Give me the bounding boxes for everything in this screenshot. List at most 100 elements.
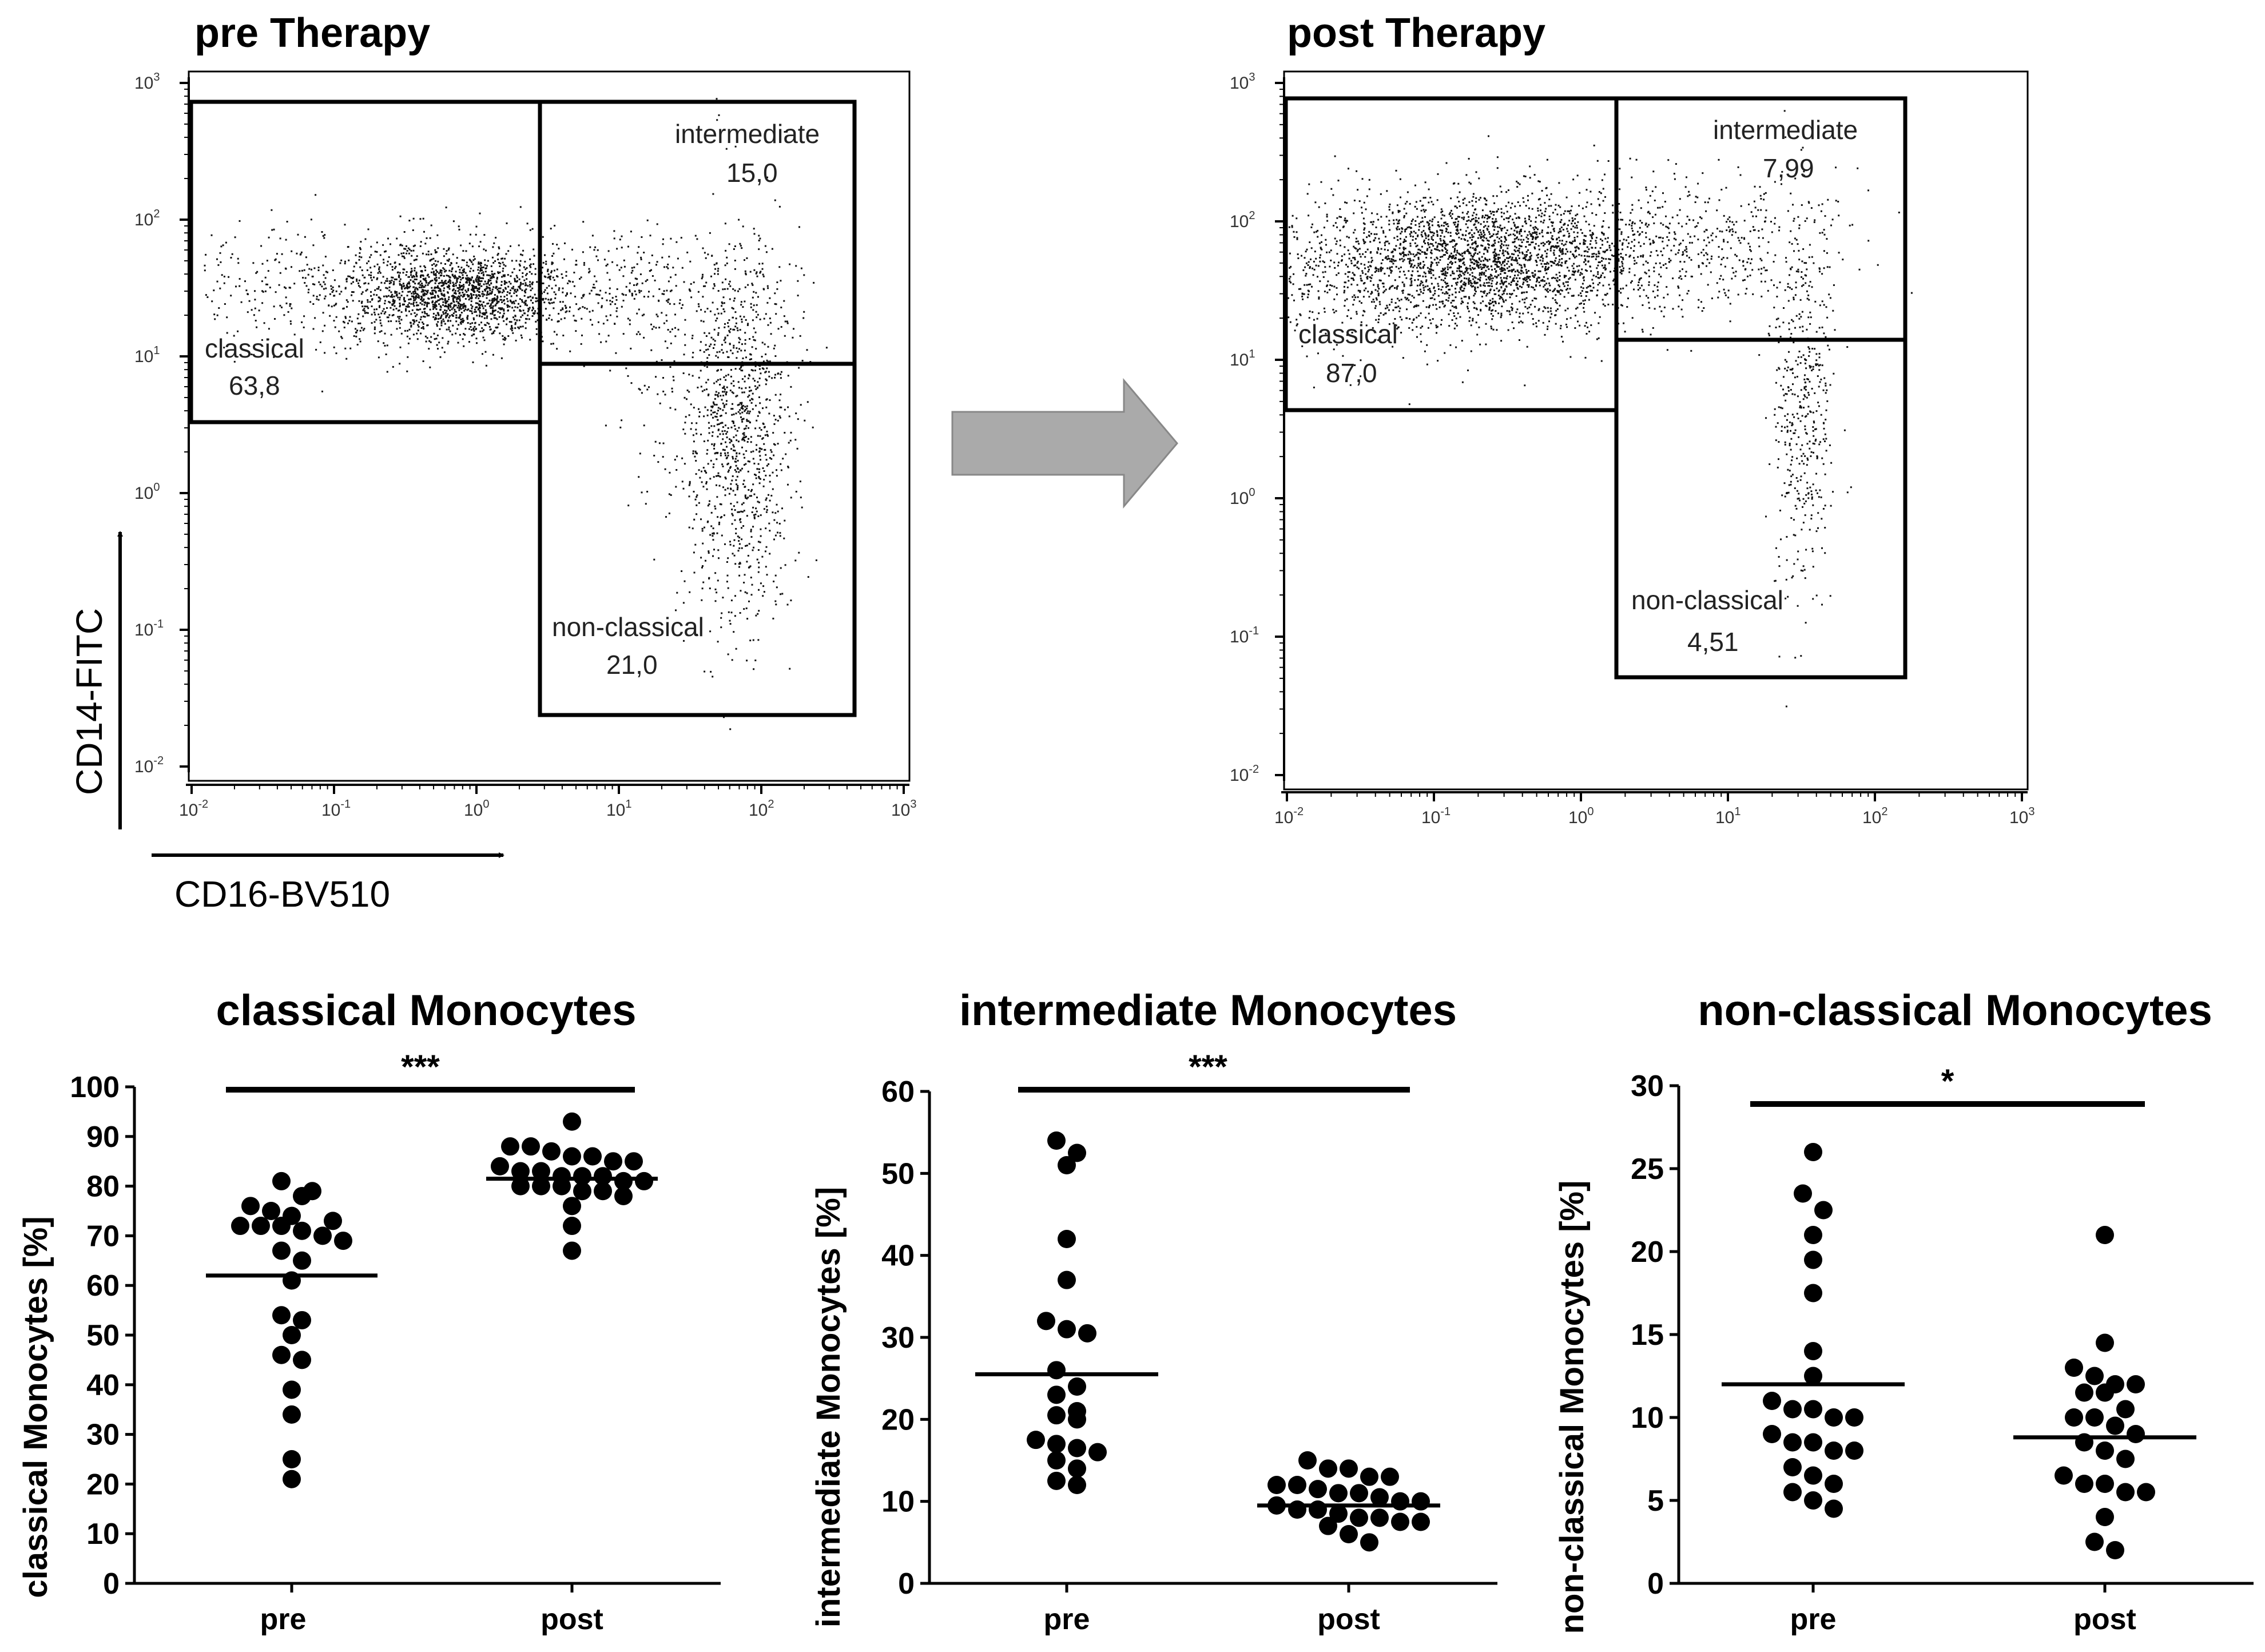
data-point-pre xyxy=(324,1212,342,1230)
y-tick-exponent: 0 xyxy=(1249,486,1255,499)
data-point-post xyxy=(542,1142,561,1161)
y-tick-label: 100 xyxy=(1230,486,1255,508)
y-tick-label: 101 xyxy=(1230,348,1255,370)
gate-value-intermediate-post: 7,99 xyxy=(1763,153,1814,183)
data-point-pre xyxy=(1804,1250,1822,1269)
gate-label-non-classical-post: non-classical xyxy=(1631,585,1783,615)
data-point-post xyxy=(1340,1459,1358,1478)
data-point-pre xyxy=(283,1326,301,1344)
flow-plot-frame-post xyxy=(1283,70,2029,791)
data-point-pre xyxy=(1058,1156,1076,1174)
data-point-post xyxy=(583,1147,602,1166)
dotplot-classical-ylabel: classical Monocytes [%] xyxy=(17,1216,54,1598)
x-tick-label: 101 xyxy=(1715,805,1741,827)
y-tick-exponent: 2 xyxy=(153,208,160,220)
data-point-post xyxy=(2065,1359,2083,1377)
data-point-post xyxy=(1412,1492,1430,1511)
flow-panel-pre: pre Therapy classical 63,8 intermediate … xyxy=(69,10,917,915)
dotplot-classical-xtick-post: post xyxy=(541,1603,603,1636)
x-tick-label: 10-2 xyxy=(179,798,208,820)
dotplot-non-classical: non-classical Monocytes non-classical Mo… xyxy=(1553,986,2254,1636)
data-point-post xyxy=(1329,1504,1348,1523)
data-point-post xyxy=(1340,1525,1358,1543)
data-point-pre xyxy=(1794,1184,1812,1203)
y-tick-label: 100 xyxy=(134,481,160,503)
gate-value-non-classical-pre: 21,0 xyxy=(606,650,658,680)
y-tick-label: 30 xyxy=(881,1321,915,1355)
dotplot-non-classical-xtick-post: post xyxy=(2073,1603,2136,1636)
y-tick-label: 60 xyxy=(881,1075,915,1109)
gate-non-classical-post xyxy=(1614,337,1908,680)
data-point-pre xyxy=(1804,1400,1822,1419)
y-tick-label: 0 xyxy=(898,1567,915,1601)
data-point-pre xyxy=(1058,1320,1076,1339)
data-point-pre xyxy=(334,1232,352,1250)
x-tick-exponent: 1 xyxy=(1734,805,1741,818)
data-point-post xyxy=(2055,1466,2073,1485)
flow-panel-pre-title: pre Therapy xyxy=(194,10,430,56)
data-point-post xyxy=(2096,1441,2114,1460)
y-tick-label: 40 xyxy=(86,1369,120,1402)
data-point-pre xyxy=(1047,1451,1066,1470)
data-point-post xyxy=(2085,1408,2104,1427)
data-point-post xyxy=(2075,1383,2093,1402)
y-tick-label: 50 xyxy=(86,1319,120,1352)
x-tick-label: 103 xyxy=(2009,805,2035,827)
data-point-post xyxy=(2096,1508,2114,1526)
gate-label-intermediate-pre: intermediate xyxy=(675,119,820,149)
data-point-post xyxy=(2116,1483,2135,1502)
data-point-post xyxy=(1350,1508,1368,1527)
data-point-post xyxy=(1381,1467,1399,1486)
y-tick-label: 101 xyxy=(134,344,160,366)
y-tick-label: 30 xyxy=(1631,1070,1664,1103)
dotplot-intermediate-significance: *** xyxy=(1189,1049,1227,1086)
x-tick-exponent: 3 xyxy=(2028,805,2034,818)
data-point-post xyxy=(501,1137,519,1156)
data-point-pre xyxy=(1845,1408,1863,1427)
data-point-pre xyxy=(1068,1377,1086,1396)
data-point-post xyxy=(2137,1483,2155,1502)
y-tick-exponent: -1 xyxy=(1249,625,1259,637)
data-point-pre xyxy=(1047,1131,1066,1150)
y-tick-exponent: 1 xyxy=(153,344,160,357)
data-point-post xyxy=(1319,1516,1337,1535)
data-point-pre xyxy=(1047,1435,1066,1454)
data-point-post xyxy=(511,1162,530,1181)
data-point-post xyxy=(2106,1541,2124,1559)
data-point-pre xyxy=(283,1380,301,1399)
data-point-pre xyxy=(1068,1143,1086,1162)
y-tick-exponent: 1 xyxy=(1249,348,1255,360)
flow-panel-post: post Therapy classical 87,0 intermediate… xyxy=(1230,10,2035,827)
data-point-pre xyxy=(293,1251,311,1270)
x-tick-exponent: 2 xyxy=(768,798,774,811)
data-point-post xyxy=(614,1172,633,1190)
data-point-post xyxy=(1329,1484,1348,1503)
y-tick-label: 102 xyxy=(134,208,160,229)
data-point-pre xyxy=(231,1217,249,1236)
data-point-pre xyxy=(1047,1361,1066,1380)
x-tick-exponent: 0 xyxy=(483,798,489,811)
y-tick-label: 5 xyxy=(1647,1484,1664,1518)
data-point-post xyxy=(563,1217,581,1236)
y-tick-label: 60 xyxy=(86,1269,120,1302)
data-point-post xyxy=(1391,1512,1409,1531)
data-point-pre xyxy=(272,1306,291,1325)
data-point-post xyxy=(2127,1375,2145,1393)
data-point-post xyxy=(1412,1512,1430,1531)
x-tick-label: 10-1 xyxy=(1421,805,1451,827)
data-point-pre xyxy=(1814,1201,1833,1220)
data-point-post xyxy=(2096,1226,2114,1244)
data-point-post xyxy=(1267,1476,1286,1494)
y-tick-exponent: 3 xyxy=(1249,71,1255,84)
gate-value-classical-pre: 63,8 xyxy=(229,371,280,400)
data-point-post xyxy=(2116,1400,2135,1419)
data-point-pre xyxy=(1804,1284,1822,1302)
data-point-post xyxy=(491,1157,509,1176)
data-point-post xyxy=(563,1197,581,1216)
data-point-post xyxy=(573,1167,591,1186)
gate-label-classical-post: classical xyxy=(1298,319,1398,349)
data-point-post xyxy=(1370,1488,1389,1507)
data-point-pre xyxy=(1804,1226,1822,1244)
